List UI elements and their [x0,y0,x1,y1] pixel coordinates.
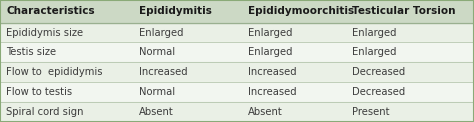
Text: Flow to testis: Flow to testis [6,87,73,97]
Text: Testicular Torsion: Testicular Torsion [352,6,456,16]
Text: Decreased: Decreased [352,67,405,77]
Bar [0,102,474,122]
Text: Decreased: Decreased [352,87,405,97]
Text: Spiral cord sign: Spiral cord sign [6,107,84,117]
Text: Testis size: Testis size [6,47,56,57]
Text: Epididymitis: Epididymitis [139,6,212,16]
Text: Increased: Increased [139,67,188,77]
Bar [0,23,474,42]
Bar [0,42,474,62]
Text: Enlarged: Enlarged [139,28,183,37]
Text: Absent: Absent [139,107,173,117]
Text: Enlarged: Enlarged [352,28,397,37]
Text: Present: Present [352,107,390,117]
Bar [0,82,474,102]
Text: Normal: Normal [139,47,175,57]
Text: Enlarged: Enlarged [352,47,397,57]
Text: Enlarged: Enlarged [248,47,292,57]
Text: Characteristics: Characteristics [6,6,95,16]
Text: Enlarged: Enlarged [248,28,292,37]
Text: Increased: Increased [248,67,297,77]
Text: Flow to  epididymis: Flow to epididymis [6,67,103,77]
Text: Increased: Increased [248,87,297,97]
Text: Normal: Normal [139,87,175,97]
Text: Epididymoorchitis: Epididymoorchitis [248,6,354,16]
Bar [0,0,474,23]
Bar [0,62,474,82]
Text: Epididymis size: Epididymis size [6,28,83,37]
Text: Absent: Absent [248,107,283,117]
